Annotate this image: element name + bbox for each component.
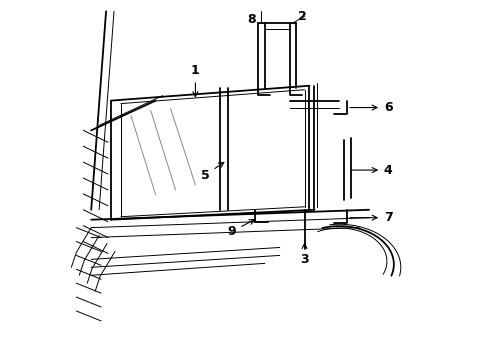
Text: 1: 1 <box>191 64 200 96</box>
Text: 6: 6 <box>350 101 392 114</box>
Text: 2: 2 <box>298 10 307 23</box>
Text: 4: 4 <box>351 163 392 176</box>
Text: 3: 3 <box>300 244 309 266</box>
Text: 9: 9 <box>228 220 254 238</box>
Text: 8: 8 <box>247 13 256 26</box>
Text: 5: 5 <box>201 162 224 181</box>
Text: 7: 7 <box>350 211 392 224</box>
